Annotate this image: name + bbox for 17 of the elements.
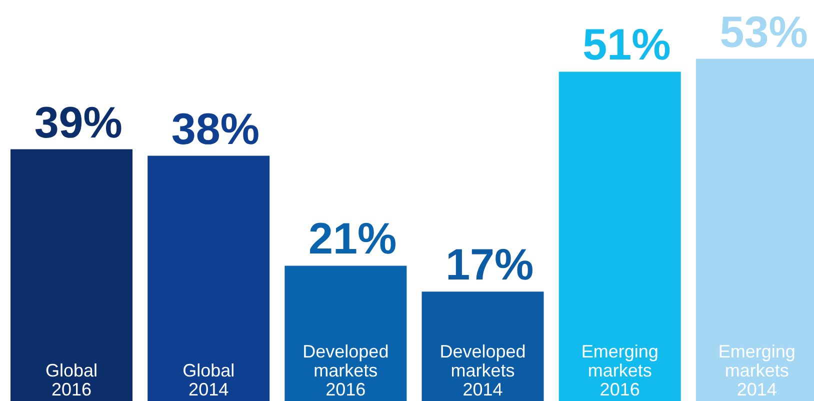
data-label: 51% (582, 20, 671, 70)
data-label: 21% (308, 214, 397, 264)
bar (10, 149, 133, 401)
x-tick-label: Emerging markets 2016 (581, 342, 658, 400)
data-label: 39% (34, 98, 122, 148)
data-label: 38% (171, 104, 260, 154)
bar (284, 266, 407, 401)
x-tick-label: Global 2016 (45, 360, 98, 400)
x-tick-label: Developed markets 2016 (302, 342, 389, 400)
bar (148, 156, 270, 401)
x-tick-label: Global 2014 (182, 360, 235, 400)
x-tick-label: Emerging markets 2014 (718, 342, 796, 400)
bar (558, 72, 681, 401)
data-label: 53% (720, 8, 808, 57)
bar (422, 292, 544, 401)
x-tick-label: Developed markets 2014 (440, 342, 526, 400)
data-label: 17% (446, 240, 534, 290)
